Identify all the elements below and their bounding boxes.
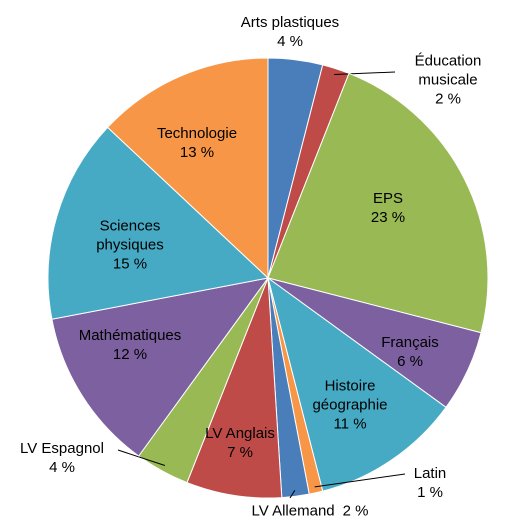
leader-line (334, 71, 396, 75)
slice-label: Éducation musicale 2 % (393, 52, 503, 109)
slice-label: LV Espagnol 4 % (7, 439, 117, 477)
value-label: 2 % (342, 502, 369, 519)
slice-label: Latin 1 % (400, 464, 460, 502)
category-label: Latin (413, 465, 447, 482)
category-label: LV Espagnol (20, 440, 104, 457)
slice-label: Technologie 13 % (137, 124, 257, 162)
value-label: 15 % (112, 255, 148, 273)
pie-slice (106, 57, 269, 280)
slice-label: Français 6 % (365, 333, 455, 371)
category-label: LV Allemand (251, 502, 335, 519)
slice-label: Mathématiques 12 % (60, 326, 200, 364)
slice-label: EPS 23 % (348, 189, 428, 227)
value-label: 12 % (112, 346, 148, 363)
category-label: Arts plastiques (240, 14, 340, 31)
value-label: 6 % (397, 353, 423, 370)
value-label: 4 % (49, 459, 75, 476)
value-label: 11 % (333, 415, 367, 433)
category-label: Histoire géographie (312, 377, 388, 414)
category-label: Sciences physiques (96, 217, 164, 254)
slice-label: Sciences physiques 15 % (80, 217, 180, 274)
category-label: EPS (372, 190, 403, 207)
slice-label: Arts plastiques 4 % (220, 13, 360, 51)
value-label: 2 % (435, 90, 461, 108)
leader-line (289, 490, 296, 499)
pie-slice (267, 72, 489, 334)
value-label: 1 % (417, 484, 443, 501)
slice-label: LV Allemand 2 % (252, 502, 369, 519)
category-label: Mathématiques (78, 327, 182, 344)
category-label: Technologie (156, 125, 238, 142)
slice-label: LV Anglais 7 % (205, 424, 275, 462)
leader-line (314, 473, 406, 488)
leader-line (117, 449, 166, 467)
value-label: 23 % (370, 209, 406, 226)
value-label: 13 % (179, 144, 215, 161)
slice-label: Histoire géographie 11 % (295, 377, 405, 434)
pie-slice (51, 277, 270, 457)
value-label: 7 % (227, 444, 253, 461)
pie-slice (267, 276, 447, 492)
category-label: LV Anglais (205, 425, 275, 442)
category-label: Éducation musicale (414, 52, 482, 89)
pie-slice (47, 126, 270, 320)
value-label: 4 % (277, 33, 303, 50)
category-label: Français (381, 334, 439, 351)
